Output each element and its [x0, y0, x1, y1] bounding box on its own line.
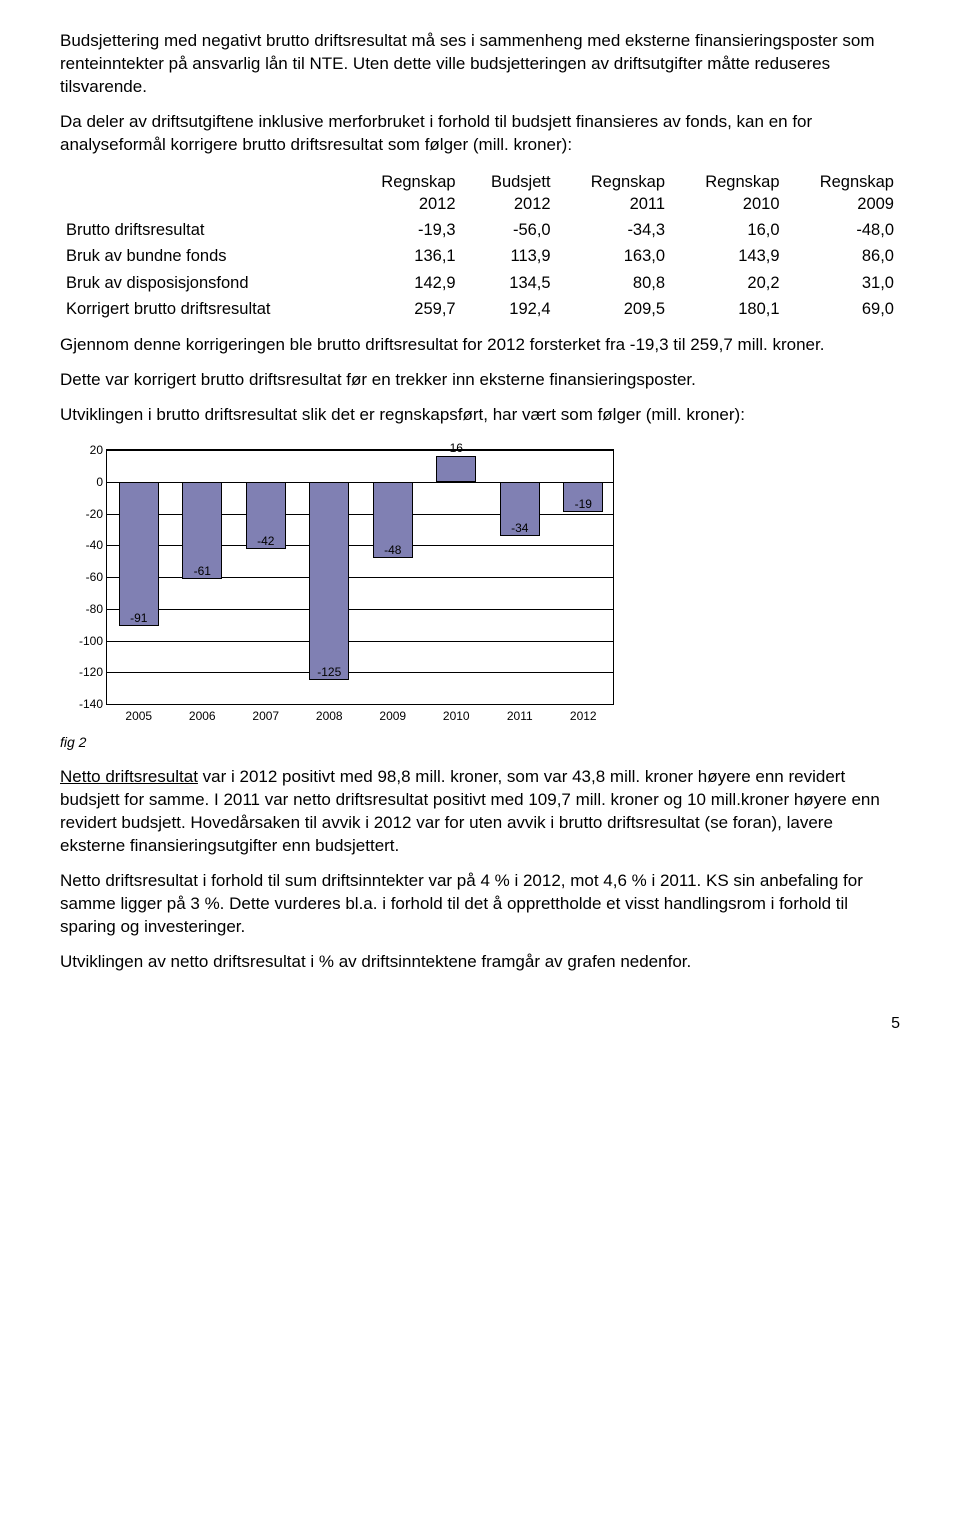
y-axis-label: -40: [63, 537, 103, 553]
table-cell: 113,9: [462, 243, 557, 269]
table-cell: 192,4: [462, 296, 557, 322]
page-number: 5: [60, 1013, 900, 1035]
row-label: Bruk av disposisjonsfond: [60, 270, 347, 296]
table-body: Brutto driftsresultat-19,3-56,0-34,316,0…: [60, 217, 900, 322]
table-cell: 142,9: [347, 270, 461, 296]
grid-line: [107, 641, 613, 642]
table-cell: 69,0: [786, 296, 900, 322]
table-row: Brutto driftsresultat-19,3-56,0-34,316,0…: [60, 217, 900, 243]
table-cell: 143,9: [671, 243, 785, 269]
bar-value-label: 16: [426, 440, 486, 456]
grid-line: [107, 672, 613, 673]
table-cell: 136,1: [347, 243, 461, 269]
y-axis-label: -60: [63, 569, 103, 585]
y-axis-label: -120: [63, 664, 103, 680]
bar-value-label: -48: [363, 542, 423, 558]
x-axis-label: 2012: [553, 708, 613, 724]
paragraph-3: Gjennom denne korrigeringen ble brutto d…: [60, 334, 900, 357]
x-axis-label: 2008: [299, 708, 359, 724]
table-row: Korrigert brutto driftsresultat259,7192,…: [60, 296, 900, 322]
table-cell: 80,8: [557, 270, 671, 296]
table-cell: -56,0: [462, 217, 557, 243]
paragraph-1: Budsjettering med negativt brutto drifts…: [60, 30, 900, 99]
y-axis-label: 0: [63, 474, 103, 490]
bar-value-label: -61: [172, 563, 232, 579]
table-cell: 20,2: [671, 270, 785, 296]
table-cell: -19,3: [347, 217, 461, 243]
y-axis-label: -20: [63, 506, 103, 522]
table-cell: 180,1: [671, 296, 785, 322]
x-axis-label: 2006: [172, 708, 232, 724]
table-cell: 209,5: [557, 296, 671, 322]
col-regnskap-2011: Regnskap2011: [557, 169, 671, 218]
paragraph-2: Da deler av driftsutgiftene inklusive me…: [60, 111, 900, 157]
y-axis-label: 20: [63, 442, 103, 458]
paragraph-8: Utviklingen av netto driftsresultat i % …: [60, 951, 900, 974]
table-cell: -48,0: [786, 217, 900, 243]
table-cell: 134,5: [462, 270, 557, 296]
x-axis-label: 2009: [363, 708, 423, 724]
x-axis-label: 2005: [109, 708, 169, 724]
paragraph-6: Netto driftsresultat var i 2012 positivt…: [60, 766, 900, 858]
col-blank: [60, 169, 347, 218]
figure-label: fig 2: [60, 733, 900, 752]
bar: [436, 456, 476, 481]
paragraph-5: Utviklingen i brutto driftsresultat slik…: [60, 404, 900, 427]
col-regnskap-2009: Regnskap2009: [786, 169, 900, 218]
x-axis-label: 2010: [426, 708, 486, 724]
table-cell: 259,7: [347, 296, 461, 322]
table-row: Bruk av bundne fonds136,1113,9163,0143,9…: [60, 243, 900, 269]
bar-value-label: -19: [553, 496, 613, 512]
grid-line: [107, 609, 613, 610]
bar-value-label: -91: [109, 610, 169, 626]
table-row: Bruk av disposisjonsfond142,9134,580,820…: [60, 270, 900, 296]
row-label: Korrigert brutto driftsresultat: [60, 296, 347, 322]
bar-chart: 20 0 -20 -40 -60 -80 -100 -120 -140 -91 2005 -61 200…: [60, 445, 900, 725]
col-regnskap-2012: Regnskap2012: [347, 169, 461, 218]
y-axis-label: -80: [63, 601, 103, 617]
table-cell: 16,0: [671, 217, 785, 243]
bar: [309, 482, 349, 680]
paragraph-4: Dette var korrigert brutto driftsresulta…: [60, 369, 900, 392]
row-label: Brutto driftsresultat: [60, 217, 347, 243]
table-cell: 31,0: [786, 270, 900, 296]
table-cell: 163,0: [557, 243, 671, 269]
col-regnskap-2010: Regnskap2010: [671, 169, 785, 218]
grid-line: [107, 450, 613, 451]
grid-line: [107, 704, 613, 705]
netto-underline: Netto driftsresultat: [60, 767, 198, 786]
x-axis-label: 2011: [490, 708, 550, 724]
table-header-row: Regnskap2012 Budsjett2012 Regnskap2011 R…: [60, 169, 900, 218]
row-label: Bruk av bundne fonds: [60, 243, 347, 269]
table-cell: 86,0: [786, 243, 900, 269]
results-table: Regnskap2012 Budsjett2012 Regnskap2011 R…: [60, 169, 900, 323]
bar-value-label: -34: [490, 520, 550, 536]
bar: [119, 482, 159, 626]
col-budsjett-2012: Budsjett2012: [462, 169, 557, 218]
x-axis-label: 2007: [236, 708, 296, 724]
bar-value-label: -42: [236, 533, 296, 549]
y-axis-label: -100: [63, 633, 103, 649]
y-axis-label: -140: [63, 696, 103, 712]
paragraph-7: Netto driftsresultat i forhold til sum d…: [60, 870, 900, 939]
table-cell: -34,3: [557, 217, 671, 243]
bar-value-label: -125: [299, 664, 359, 680]
